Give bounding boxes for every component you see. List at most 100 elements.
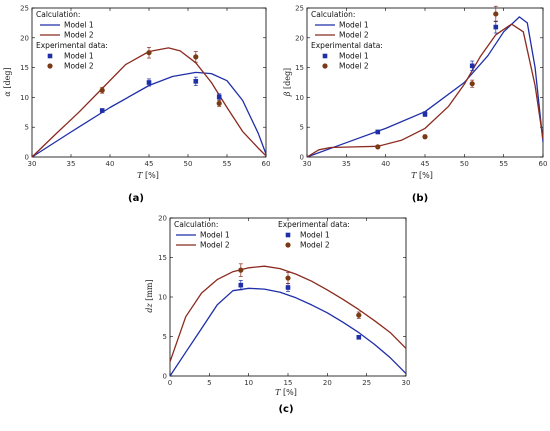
x-tick-label: 60	[262, 160, 271, 168]
legend-marker-model-2	[285, 242, 291, 248]
data-point-model-2	[193, 54, 199, 60]
data-point-model-1	[99, 108, 105, 113]
legend-label-model-1: Model 1	[64, 52, 94, 61]
legend-marker-model-1	[285, 232, 291, 238]
x-tick-label: 15	[284, 379, 293, 387]
x-tick-label: 45	[421, 160, 430, 168]
legend-calc-title: Calculation:	[36, 10, 80, 19]
x-tick-label: 0	[168, 379, 172, 387]
chart-panel-c: 0 5 10 15 20 25 30 0 5 10 15 20 T [%] dz [mm] Calculat…	[145, 215, 410, 398]
y-tick-label: 0	[25, 154, 29, 162]
y-tick-label: 15	[20, 64, 29, 72]
x-axis-label: T [%]	[275, 388, 297, 397]
panel-label-a: (a)	[128, 193, 144, 204]
x-tick-label: 50	[184, 160, 193, 168]
data-point-model-1	[238, 282, 244, 288]
data-point-model-2	[469, 81, 475, 87]
data-point-model-2	[146, 50, 152, 56]
chart-panel-b: 30 35 40 45 50 55 60 0 5 10 15 20 25 T [%] β [deg] Calc…	[283, 5, 547, 181]
x-tick-label: 25	[362, 379, 371, 387]
data-point-model-2	[285, 275, 291, 281]
legend-label-model-1: Model 1	[300, 231, 330, 240]
legend-label-model-2: Model 2	[64, 62, 94, 71]
x-tick-label: 55	[499, 160, 508, 168]
data-point-model-1	[216, 94, 222, 100]
y-tick-label: 5	[163, 333, 167, 341]
panel-label-b: (b)	[412, 193, 428, 204]
legend-exp-title: Experimental data:	[311, 41, 383, 50]
data-point-model-2	[375, 144, 381, 150]
data-point-model-2	[238, 267, 244, 273]
data-point-model-1	[285, 285, 291, 290]
data-point-model-1	[356, 334, 362, 340]
legend-exp-title: Experimental data:	[278, 220, 350, 229]
x-tick-label: 35	[342, 160, 351, 168]
y-tick-label: 0	[300, 154, 304, 162]
data-point-model-2	[493, 11, 499, 17]
x-axis-label: T [%]	[137, 171, 159, 180]
legend-calc-title: Calculation:	[174, 220, 218, 229]
legend-calc-title: Calculation:	[311, 10, 355, 19]
data-point-model-2	[356, 312, 362, 318]
legend-marker-model-1	[322, 53, 328, 59]
x-axis-label: T [%]	[411, 171, 433, 180]
x-tick-label: 5	[207, 379, 211, 387]
y-tick-label: 0	[163, 373, 167, 381]
legend-label-model-2: Model 2	[339, 31, 369, 40]
y-tick-label: 10	[20, 94, 29, 102]
y-tick-label: 5	[25, 124, 29, 132]
data-point-model-1	[493, 24, 499, 30]
x-tick-label: 40	[106, 160, 115, 168]
legend-exp-title: Experimental data:	[36, 41, 108, 50]
legend-label-model-2: Model 2	[339, 62, 369, 71]
y-tick-label: 20	[295, 34, 304, 42]
legend-label-model-1: Model 1	[339, 52, 369, 61]
x-tick-label: 45	[145, 160, 154, 168]
x-tick-label: 35	[67, 160, 76, 168]
y-tick-label: 20	[158, 215, 167, 223]
x-tick-label: 60	[539, 160, 548, 168]
data-point-model-2	[422, 134, 428, 140]
x-tick-label: 30	[303, 160, 312, 168]
data-point-model-2	[216, 100, 222, 106]
panel-label-c: (c)	[278, 404, 293, 415]
data-point-model-1	[193, 79, 199, 84]
x-tick-label: 10	[244, 379, 253, 387]
x-tick-label: 40	[381, 160, 390, 168]
series-line-model-2	[31, 47, 267, 158]
data-point-model-1	[422, 111, 428, 117]
legend-label-model-2: Model 2	[64, 31, 94, 40]
y-tick-label: 25	[20, 5, 29, 13]
data-point-model-1	[375, 129, 381, 135]
x-tick-label: 50	[460, 160, 469, 168]
legend-label-model-1: Model 1	[339, 21, 369, 30]
y-tick-label: 10	[158, 294, 167, 302]
x-tick-label: 30	[402, 379, 411, 387]
chart-panel-a: 30 35 40 45 50 55 60 0 5 10 15 20 25 T [%] α [deg] Calc…	[3, 5, 270, 181]
legend-label-model-1: Model 1	[200, 231, 230, 240]
legend-marker-model-2	[47, 63, 53, 69]
legend-label-model-2: Model 2	[200, 241, 230, 250]
y-tick-label: 10	[295, 94, 304, 102]
legend-label-model-2: Model 2	[300, 241, 330, 250]
y-tick-label: 20	[20, 34, 29, 42]
data-point-model-1	[146, 80, 152, 85]
series-line-model-1	[169, 287, 407, 377]
series-line-model-2	[169, 265, 407, 363]
series-line-model-1	[31, 71, 267, 158]
data-point-model-2	[99, 87, 105, 93]
y-tick-label: 15	[158, 254, 167, 262]
y-axis-label: α [deg]	[3, 67, 12, 96]
legend-marker-model-1	[47, 53, 53, 59]
data-point-model-1	[469, 63, 475, 69]
x-tick-label: 55	[223, 160, 232, 168]
x-tick-label: 30	[28, 160, 37, 168]
y-tick-label: 5	[300, 124, 304, 132]
legend-label-model-1: Model 1	[64, 21, 94, 30]
series-line-model-1	[306, 16, 544, 158]
series-line-model-2	[306, 23, 544, 158]
